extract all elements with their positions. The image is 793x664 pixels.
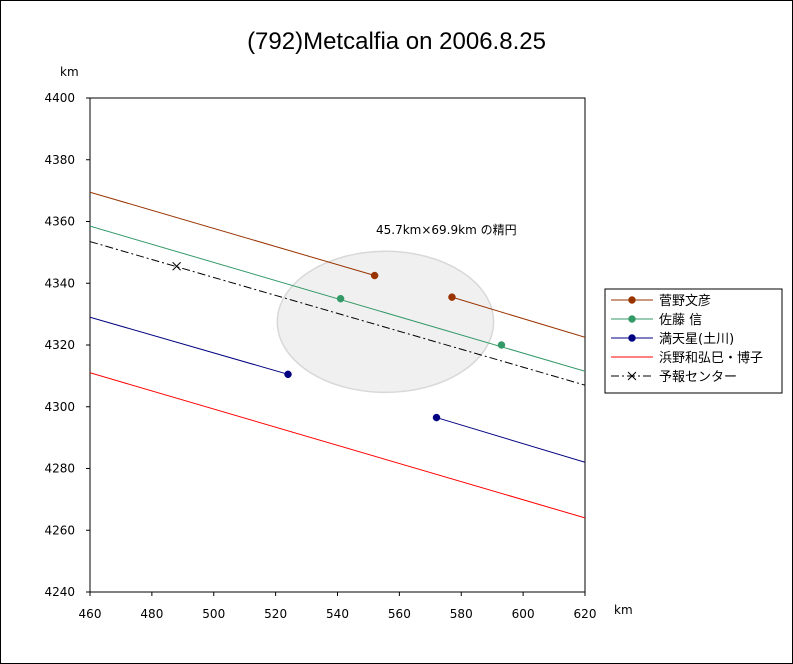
y-tick-label: 4260 (44, 523, 75, 537)
x-tick-label: 520 (264, 607, 287, 621)
series-point-2 (497, 341, 506, 349)
y-tick-label: 4320 (44, 338, 75, 352)
series-point-2 (336, 294, 345, 303)
x-tick-label: 460 (79, 607, 102, 621)
series-line-4 (90, 372, 585, 519)
series-point-1 (448, 293, 456, 301)
series-point-3 (284, 370, 292, 379)
legend-marker (627, 371, 637, 381)
x-tick-label: 500 (202, 607, 225, 621)
series-point-3 (432, 413, 441, 422)
x-tick-label: 560 (388, 607, 411, 621)
y-tick-label: 4300 (44, 400, 75, 414)
y-tick-label: 4380 (44, 153, 75, 167)
ellipse-annotation: 45.7km×69.9km の精円 (376, 223, 517, 237)
y-axis-unit: km (60, 65, 79, 79)
legend-label: 予報センター (659, 370, 737, 385)
series-line-3 (90, 316, 289, 375)
x-axis-unit: km (614, 603, 633, 617)
x-tick-label: 580 (450, 607, 473, 621)
legend-label: 満天星(土川) (659, 332, 734, 347)
y-tick-label: 4280 (44, 462, 75, 476)
y-tick-label: 4240 (44, 585, 75, 599)
series-line-1 (451, 296, 585, 338)
y-tick-label: 4360 (44, 215, 75, 229)
x-tick-label: 600 (512, 607, 535, 621)
series-line-3 (436, 417, 585, 463)
series-line-5 (90, 241, 585, 386)
y-tick-label: 4340 (44, 276, 75, 290)
legend-marker (628, 334, 636, 342)
y-tick-label: 4400 (44, 91, 75, 105)
legend-marker (628, 315, 636, 323)
chart-title: (792)Metcalfia on 2006.8.25 (247, 28, 546, 55)
legend-label: 浜野和弘巳・博子 (659, 351, 763, 366)
legend-marker (628, 296, 636, 304)
legend-label: 菅野文彦 (659, 293, 711, 309)
series-point-5 (172, 261, 181, 271)
x-tick-label: 620 (574, 607, 597, 621)
fit-ellipse (276, 250, 495, 394)
x-tick-label: 480 (140, 607, 163, 621)
legend-label: 佐藤 信 (659, 313, 702, 328)
series-point-1 (370, 271, 379, 280)
x-tick-label: 540 (326, 607, 349, 621)
series-line-1 (90, 191, 375, 277)
